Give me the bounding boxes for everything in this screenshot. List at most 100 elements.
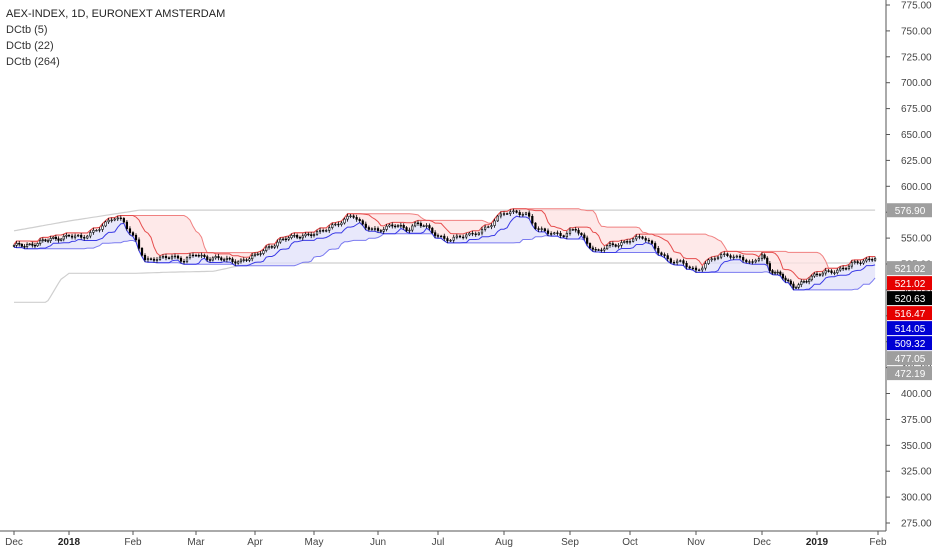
candle [626,239,629,245]
candle-body [307,233,310,236]
legend-indicator-dctb-22[interactable]: DCtb (22) [6,40,54,52]
candle-body [334,223,337,226]
candle [704,261,707,271]
candle [128,226,132,236]
candle [12,244,16,248]
candle-body [110,219,113,222]
y-tick-label: 625.00 [901,156,932,167]
candle-body [827,270,830,272]
candle [603,246,606,253]
candle [773,270,777,275]
candle [455,233,458,240]
candle-body [328,227,331,231]
candle [650,239,654,245]
price-tag-bg [887,276,932,291]
candle [279,237,282,244]
candle-body [83,237,86,239]
candle [738,254,742,260]
y-tick-label: 275.00 [901,519,932,530]
candle [496,214,499,223]
candle-body [824,270,827,274]
candle [853,259,856,265]
candle-body [679,260,682,262]
candle [293,232,296,238]
price-tags: 576.90 521.02 521.02 520.63 516.47 514.05 509.… [887,203,932,381]
candle-body [850,262,853,267]
candle-body [340,222,343,225]
candle-body [253,253,257,256]
candle [200,252,203,259]
legend-indicator-dctb-5[interactable]: DCtb (5) [6,24,48,36]
candle-body [149,258,153,260]
candle [245,258,248,262]
candle-body [325,230,328,232]
candle [116,215,119,222]
legend-indicator-dctb-264[interactable]: DCtb (264) [6,56,60,68]
candle-body [86,235,89,239]
candle [182,258,186,265]
candle [657,245,660,256]
candle [716,255,720,261]
candle-body [583,234,586,239]
candle [304,232,307,238]
candle-body [355,217,358,220]
candle-body [12,245,16,247]
candle [797,282,800,290]
candle [134,233,138,242]
candle [358,217,361,223]
candle-body [137,239,141,249]
candle [462,234,465,240]
legend-symbol[interactable]: AEX-INDEX, 1D, EURONEXT AMSTERDAM [6,8,226,20]
candle [414,221,417,228]
candle-body [771,270,774,274]
candle [379,229,382,233]
candle [419,221,422,228]
chart-legend: AEX-INDEX, 1D, EURONEXT AMSTERDAM DCtb (… [6,6,225,70]
candle [847,264,851,271]
candle [343,217,346,225]
candle-body [487,226,490,228]
candle-body [688,266,691,269]
candle-body [206,256,209,260]
candle [784,275,787,283]
candle [436,233,440,239]
candle [170,254,174,261]
candle [394,224,397,229]
candle-body [270,246,273,248]
candle [73,233,77,240]
candle-body [80,234,83,238]
candle-body [370,228,374,230]
candle-body [641,236,644,239]
candle [146,256,150,263]
candle [110,217,113,223]
price-tag-gray: 521.02 [887,261,932,276]
candle-body [644,238,647,241]
candle [281,237,285,241]
candle [315,229,319,236]
candle [617,243,620,249]
candle [477,231,480,236]
candle [580,232,583,236]
candle [691,265,694,271]
candle-body [729,255,732,258]
candle [33,242,37,249]
candle [534,222,537,230]
candle-body [757,258,760,261]
candle [140,246,144,257]
candle [194,253,198,257]
candle [660,251,663,256]
candle-body [455,235,458,238]
candle [152,257,156,263]
candle [290,233,293,240]
candle-body [217,256,220,259]
candle [408,227,411,234]
candle [480,226,484,236]
candle [672,260,676,265]
price-tag-label: 509.32 [895,339,926,350]
candle [669,257,672,264]
candle-body [452,236,455,241]
candle [125,220,129,231]
candle [173,253,177,259]
candle [509,209,512,217]
